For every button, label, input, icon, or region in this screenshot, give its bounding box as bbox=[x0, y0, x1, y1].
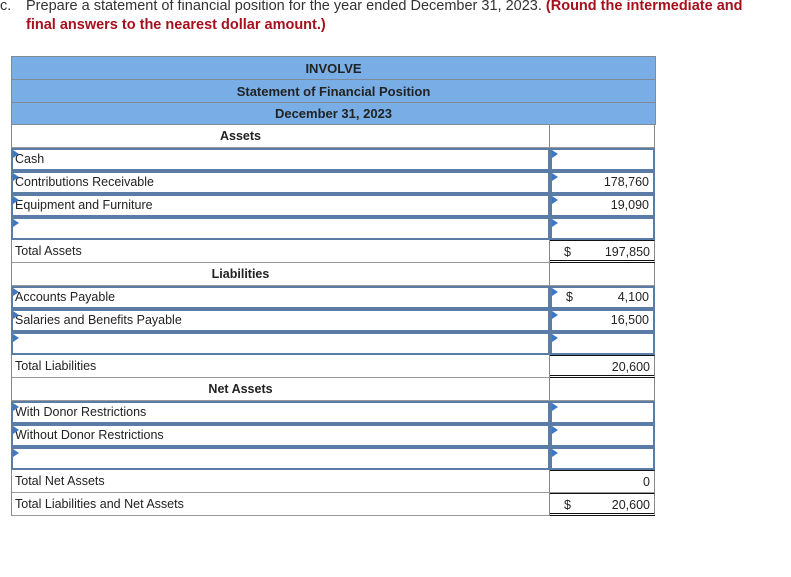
asset-row-blank bbox=[11, 217, 656, 240]
question-label: c. bbox=[0, 0, 12, 14]
asset-row-equipment: Equipment and Furniture 19,090 bbox=[11, 194, 656, 217]
input-flag-icon bbox=[13, 426, 19, 434]
total-liabilities-row: Total Liabilities 20,600 bbox=[11, 355, 656, 378]
instructions: c. Prepare a statement of financial posit… bbox=[0, 0, 791, 35]
input-flag-icon bbox=[552, 334, 558, 342]
liabilities-section-heading: Liabilities bbox=[11, 263, 656, 286]
input-flag-icon bbox=[13, 150, 19, 158]
total-value: 20,600 bbox=[611, 498, 650, 512]
input-flag-icon bbox=[552, 150, 558, 158]
line-item-label-input[interactable]: Contributions Receivable bbox=[11, 171, 550, 194]
asset-row-contributions-receivable: Contributions Receivable 178,760 bbox=[11, 171, 656, 194]
input-flag-icon bbox=[552, 288, 558, 296]
instruction-text: Prepare a statement of financial positio… bbox=[26, 0, 542, 14]
line-item-label-input[interactable]: Accounts Payable bbox=[11, 286, 550, 309]
amount-input[interactable]: 19,090 bbox=[550, 194, 655, 217]
liability-row-blank bbox=[11, 332, 656, 355]
amount-input[interactable] bbox=[550, 424, 655, 447]
input-flag-icon bbox=[552, 403, 558, 411]
amount-value: 16,500 bbox=[610, 313, 649, 327]
currency-symbol: $ bbox=[564, 245, 571, 259]
line-item-label-input[interactable]: With Donor Restrictions bbox=[11, 401, 550, 424]
amount-input[interactable] bbox=[550, 332, 655, 355]
statement-date-header: December 31, 2023 bbox=[11, 102, 656, 125]
total-assets-row: Total Assets $197,850 bbox=[11, 240, 656, 263]
input-flag-icon bbox=[13, 449, 19, 457]
line-item-label: Cash bbox=[15, 152, 45, 166]
statement-title: Statement of Financial Position bbox=[236, 83, 431, 99]
assets-section-heading: Assets bbox=[11, 125, 656, 148]
entity-name: INVOLVE bbox=[305, 60, 362, 76]
amount-input[interactable] bbox=[550, 217, 655, 240]
total-net-assets-row: Total Net Assets 0 bbox=[11, 470, 656, 493]
liability-row-salaries: Salaries and Benefits Payable 16,500 bbox=[11, 309, 656, 332]
total-value: 197,850 bbox=[604, 245, 650, 259]
total-label: Total Net Assets bbox=[15, 474, 105, 488]
net-asset-row-blank bbox=[11, 447, 656, 470]
amount-input[interactable]: $4,100 bbox=[550, 286, 655, 309]
total-value: 20,600 bbox=[611, 360, 650, 374]
line-item-label: Accounts Payable bbox=[15, 290, 116, 304]
input-flag-icon bbox=[552, 173, 558, 181]
input-flag-icon bbox=[552, 449, 558, 457]
line-item-label-input[interactable]: Salaries and Benefits Payable bbox=[11, 309, 550, 332]
net-assets-section-heading: Net Assets bbox=[11, 378, 656, 401]
line-item-label-input[interactable] bbox=[11, 332, 550, 355]
line-item-label-input[interactable] bbox=[11, 217, 550, 240]
amount-value: 4,100 bbox=[617, 290, 649, 304]
amount-input[interactable] bbox=[550, 401, 655, 424]
total-liabilities-and-net-assets-row: Total Liabilities and Net Assets $20,600 bbox=[11, 493, 656, 516]
input-flag-icon bbox=[13, 334, 19, 342]
line-item-label-input[interactable]: Without Donor Restrictions bbox=[11, 424, 550, 447]
currency-symbol: $ bbox=[564, 498, 571, 512]
input-flag-icon bbox=[552, 219, 558, 227]
statement-date: December 31, 2023 bbox=[274, 106, 393, 121]
line-item-label-input[interactable]: Cash bbox=[11, 148, 550, 171]
line-item-label: With Donor Restrictions bbox=[15, 405, 147, 419]
input-flag-icon bbox=[13, 196, 19, 204]
section-heading: Assets bbox=[220, 129, 261, 143]
input-flag-icon bbox=[552, 196, 558, 204]
total-label: Total Liabilities bbox=[15, 359, 97, 373]
line-item-label-input[interactable] bbox=[11, 447, 550, 470]
input-flag-icon bbox=[13, 219, 19, 227]
net-asset-row-with-restrictions: With Donor Restrictions bbox=[11, 401, 656, 424]
rounding-note-line2: final answers to the nearest dollar amou… bbox=[26, 17, 326, 33]
input-flag-icon bbox=[13, 311, 19, 319]
input-flag-icon bbox=[13, 403, 19, 411]
section-heading: Net Assets bbox=[208, 382, 273, 396]
financial-position-worksheet: INVOLVE Statement of Financial Position … bbox=[11, 56, 656, 516]
amount-input[interactable]: 16,500 bbox=[550, 309, 655, 332]
currency-symbol: $ bbox=[566, 290, 573, 304]
amount-input[interactable]: 178,760 bbox=[550, 171, 655, 194]
input-flag-icon bbox=[13, 288, 19, 296]
amount-input[interactable] bbox=[550, 148, 655, 171]
line-item-label: Salaries and Benefits Payable bbox=[15, 313, 182, 327]
entity-name-header: INVOLVE bbox=[11, 56, 656, 79]
amount-value: 178,760 bbox=[603, 175, 649, 189]
amount-input[interactable] bbox=[550, 447, 655, 470]
input-flag-icon bbox=[13, 173, 19, 181]
liability-row-accounts-payable: Accounts Payable $4,100 bbox=[11, 286, 656, 309]
statement-title-header: Statement of Financial Position bbox=[11, 79, 656, 102]
input-flag-icon bbox=[552, 311, 558, 319]
input-flag-icon bbox=[552, 426, 558, 434]
net-asset-row-without-restrictions: Without Donor Restrictions bbox=[11, 424, 656, 447]
line-item-label: Without Donor Restrictions bbox=[15, 428, 164, 442]
asset-row-cash: Cash bbox=[11, 148, 656, 171]
line-item-label-input[interactable]: Equipment and Furniture bbox=[11, 194, 550, 217]
section-heading: Liabilities bbox=[211, 267, 270, 281]
amount-value: 19,090 bbox=[610, 198, 649, 212]
rounding-note-line1: (Round the intermediate and bbox=[545, 0, 743, 14]
total-label: Total Assets bbox=[15, 244, 82, 258]
line-item-label: Contributions Receivable bbox=[15, 175, 154, 189]
total-value: 0 bbox=[643, 475, 650, 489]
total-label: Total Liabilities and Net Assets bbox=[15, 497, 184, 511]
line-item-label: Equipment and Furniture bbox=[15, 198, 153, 212]
